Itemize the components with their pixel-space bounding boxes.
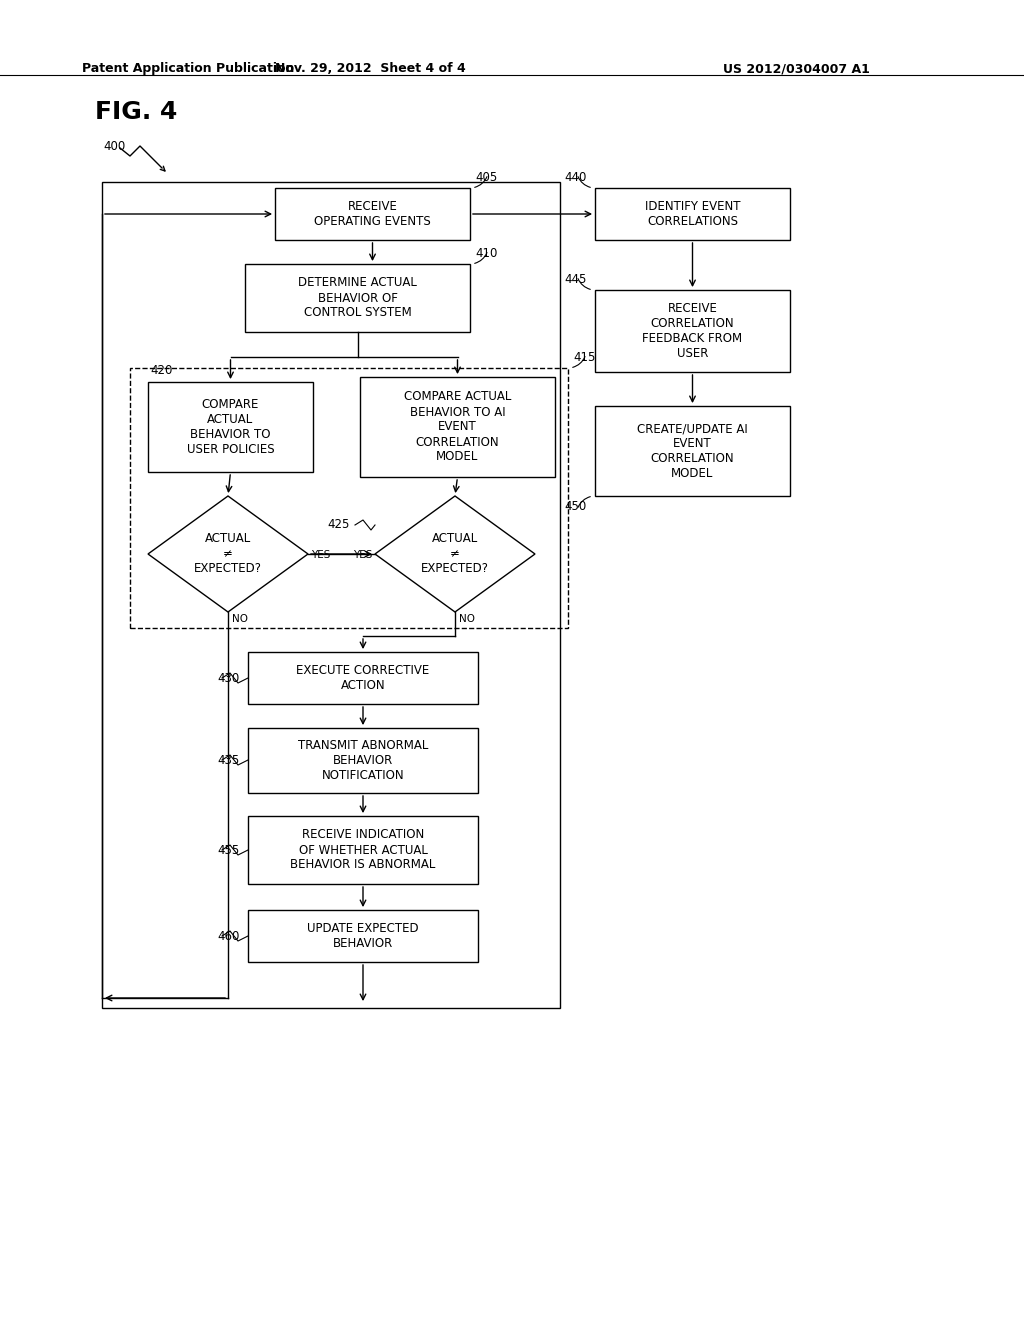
Text: 410: 410 — [475, 247, 498, 260]
Text: 415: 415 — [573, 351, 595, 364]
FancyBboxPatch shape — [595, 187, 790, 240]
Text: YES: YES — [311, 550, 331, 560]
Text: 440: 440 — [564, 172, 587, 183]
Polygon shape — [375, 496, 535, 612]
Text: FIG. 4: FIG. 4 — [95, 100, 177, 124]
Text: 450: 450 — [565, 500, 587, 513]
Text: DETERMINE ACTUAL
BEHAVIOR OF
CONTROL SYSTEM: DETERMINE ACTUAL BEHAVIOR OF CONTROL SYS… — [298, 276, 417, 319]
FancyBboxPatch shape — [360, 378, 555, 477]
Text: 420: 420 — [150, 364, 172, 378]
Text: RECEIVE INDICATION
OF WHETHER ACTUAL
BEHAVIOR IS ABNORMAL: RECEIVE INDICATION OF WHETHER ACTUAL BEH… — [291, 829, 435, 871]
Text: 430: 430 — [218, 672, 240, 685]
Text: Patent Application Publication: Patent Application Publication — [82, 62, 294, 75]
Text: CREATE/UPDATE AI
EVENT
CORRELATION
MODEL: CREATE/UPDATE AI EVENT CORRELATION MODEL — [637, 422, 748, 480]
FancyBboxPatch shape — [245, 264, 470, 333]
Text: 405: 405 — [475, 172, 498, 183]
Text: 445: 445 — [564, 273, 587, 286]
Text: US 2012/0304007 A1: US 2012/0304007 A1 — [723, 62, 870, 75]
Text: 435: 435 — [218, 754, 240, 767]
Text: 400: 400 — [103, 140, 125, 153]
Text: NO: NO — [459, 614, 475, 624]
Text: EXECUTE CORRECTIVE
ACTION: EXECUTE CORRECTIVE ACTION — [296, 664, 430, 692]
Text: Nov. 29, 2012  Sheet 4 of 4: Nov. 29, 2012 Sheet 4 of 4 — [274, 62, 465, 75]
FancyBboxPatch shape — [148, 381, 313, 473]
FancyBboxPatch shape — [595, 290, 790, 372]
Text: 425: 425 — [327, 519, 349, 532]
Text: 455: 455 — [218, 843, 240, 857]
FancyBboxPatch shape — [248, 729, 478, 793]
Text: YES: YES — [352, 550, 372, 560]
FancyBboxPatch shape — [248, 652, 478, 704]
Text: IDENTIFY EVENT
CORRELATIONS: IDENTIFY EVENT CORRELATIONS — [645, 201, 740, 228]
FancyBboxPatch shape — [595, 407, 790, 496]
Polygon shape — [148, 496, 308, 612]
FancyBboxPatch shape — [275, 187, 470, 240]
Text: ACTUAL
≠
EXPECTED?: ACTUAL ≠ EXPECTED? — [194, 532, 262, 576]
Text: TRANSMIT ABNORMAL
BEHAVIOR
NOTIFICATION: TRANSMIT ABNORMAL BEHAVIOR NOTIFICATION — [298, 739, 428, 781]
Text: ACTUAL
≠
EXPECTED?: ACTUAL ≠ EXPECTED? — [421, 532, 489, 576]
FancyBboxPatch shape — [248, 816, 478, 884]
FancyBboxPatch shape — [248, 909, 478, 962]
Text: RECEIVE
CORRELATION
FEEDBACK FROM
USER: RECEIVE CORRELATION FEEDBACK FROM USER — [642, 302, 742, 360]
Text: NO: NO — [232, 614, 248, 624]
Text: COMPARE ACTUAL
BEHAVIOR TO AI
EVENT
CORRELATION
MODEL: COMPARE ACTUAL BEHAVIOR TO AI EVENT CORR… — [403, 391, 511, 463]
Text: 460: 460 — [218, 929, 240, 942]
Text: COMPARE
ACTUAL
BEHAVIOR TO
USER POLICIES: COMPARE ACTUAL BEHAVIOR TO USER POLICIES — [186, 399, 274, 455]
Text: RECEIVE
OPERATING EVENTS: RECEIVE OPERATING EVENTS — [314, 201, 431, 228]
Text: UPDATE EXPECTED
BEHAVIOR: UPDATE EXPECTED BEHAVIOR — [307, 921, 419, 950]
